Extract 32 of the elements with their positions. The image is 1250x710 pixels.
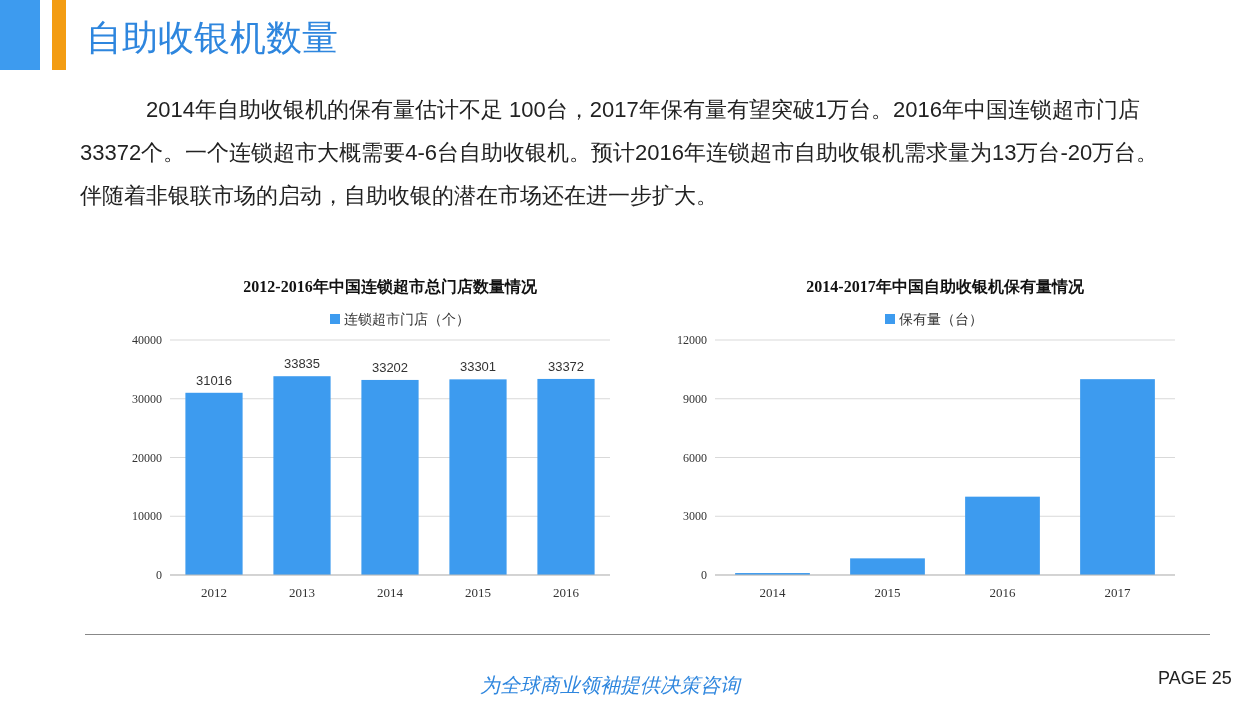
x-tick-label: 2015 [874, 585, 901, 600]
y-tick-label: 30000 [132, 391, 162, 406]
x-tick-label: 2014 [759, 585, 786, 600]
y-tick-label: 10000 [132, 509, 162, 524]
data-label: 33372 [547, 358, 585, 374]
text: 2014年自助收银机的保有量估计不足 100台，2017年保有量有望突破1万台。2016年中国连锁超市门店33372个。一个连锁超市大概需要4-6台自助收银机。预计2016年连锁超市自助收银机需求量为13万台-20万台。伴随着非银联市场的启动，自助收银的潜在市场还在进一步扩大。 [80, 96, 1160, 210]
text: PAGE 25 [1158, 668, 1232, 689]
x-tick-label: 2016 [989, 585, 1016, 600]
data-label: 31016 [195, 372, 233, 388]
x-tick-label: 2016 [553, 585, 580, 600]
y-tick-label: 40000 [132, 333, 162, 347]
y-tick-label: 9000 [683, 391, 707, 406]
data-label: 33835 [283, 356, 321, 372]
x-tick-label: 2017 [1104, 585, 1131, 600]
y-tick-label: 6000 [683, 450, 707, 465]
y-tick-label: 3000 [683, 509, 707, 524]
x-tick-label: 2013 [289, 585, 315, 600]
y-tick-label: 12000 [677, 333, 707, 347]
text: 为全球商业领袖提供决策咨询 [480, 673, 740, 698]
y-tick-label: 0 [156, 568, 162, 582]
data-label: 33202 [371, 359, 409, 375]
legend-label: 保有量（台） [899, 311, 983, 327]
x-tick-label: 2015 [465, 585, 491, 600]
y-tick-label: 0 [701, 568, 707, 582]
chart-title: 2014-2017年中国自助收银机保有量情况 [806, 278, 1085, 295]
x-tick-label: 2014 [377, 585, 404, 600]
x-tick-label: 2012 [201, 585, 227, 600]
data-label: 33301 [459, 359, 497, 375]
y-tick-label: 20000 [132, 450, 162, 465]
chart-title: 2012-2016年中国连锁超市总门店数量情况 [243, 277, 538, 295]
text: 自助收银机数量 [86, 16, 338, 60]
legend-label: 连锁超市门店（个） [344, 311, 470, 327]
